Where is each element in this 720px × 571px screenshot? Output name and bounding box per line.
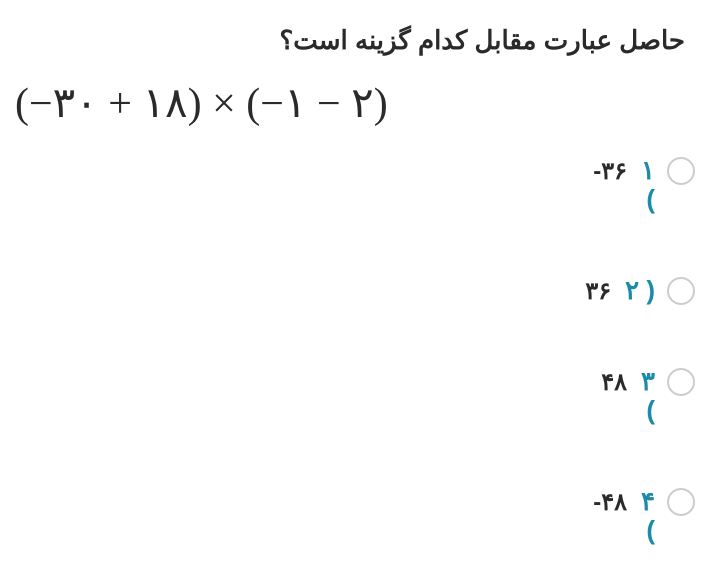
option-content: ۴ -۴۸ ( bbox=[593, 486, 655, 546]
option-paren: ( bbox=[646, 184, 655, 215]
radio-icon[interactable] bbox=[667, 277, 695, 305]
option-line: ۳ ۴۸ bbox=[601, 366, 655, 397]
option-line: ۲ ) ۳۶ bbox=[585, 275, 655, 306]
option-number: ۴ bbox=[641, 486, 655, 517]
math-expression: (−۳۰ + ۱۸) × (−۱ − ۲) bbox=[15, 78, 388, 128]
radio-icon[interactable] bbox=[667, 488, 695, 516]
option-value: -۴۸ bbox=[593, 488, 627, 517]
option-value: ۴۸ bbox=[601, 368, 627, 397]
option-number: ۳ bbox=[641, 366, 655, 397]
option-paren: ( bbox=[646, 395, 655, 426]
options-list: ۱ -۳۶ ( ۲ ) ۳۶ ۳ ۴۸ ( ۴ bbox=[585, 155, 695, 546]
radio-icon[interactable] bbox=[667, 157, 695, 185]
option-value: -۳۶ bbox=[593, 157, 627, 186]
option-line: ۱ -۳۶ bbox=[593, 155, 655, 186]
option-paren: ( bbox=[646, 515, 655, 546]
option-2[interactable]: ۲ ) ۳۶ bbox=[585, 275, 695, 306]
radio-icon[interactable] bbox=[667, 368, 695, 396]
option-content: ۱ -۳۶ ( bbox=[593, 155, 655, 215]
option-4[interactable]: ۴ -۴۸ ( bbox=[585, 486, 695, 546]
option-value: ۳۶ bbox=[585, 277, 611, 306]
question-title: حاصل عبارت مقابل کدام گزینه است؟ bbox=[279, 25, 685, 56]
option-content: ۳ ۴۸ ( bbox=[601, 366, 655, 426]
option-number: ۲ ) bbox=[625, 275, 655, 306]
option-content: ۲ ) ۳۶ bbox=[585, 275, 655, 306]
option-3[interactable]: ۳ ۴۸ ( bbox=[585, 366, 695, 426]
option-number: ۱ bbox=[641, 155, 655, 186]
option-1[interactable]: ۱ -۳۶ ( bbox=[585, 155, 695, 215]
option-line: ۴ -۴۸ bbox=[593, 486, 655, 517]
